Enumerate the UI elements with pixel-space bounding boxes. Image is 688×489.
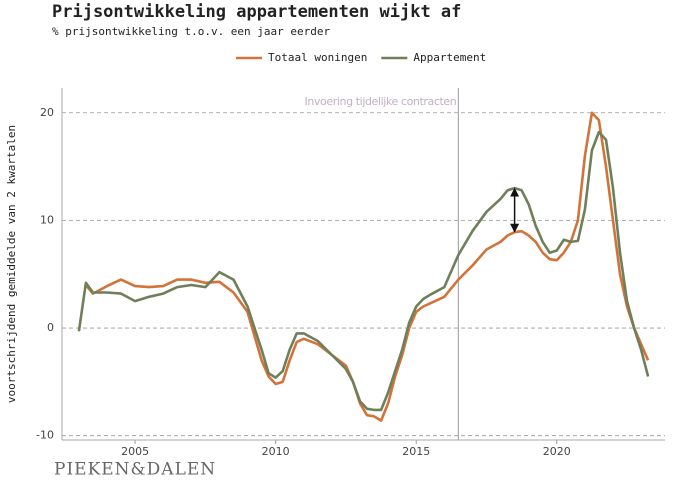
x-tick-label: 2005 [121,445,149,458]
x-tick-label: 2015 [402,445,430,458]
source-logo: PIEKEN&DALEN [54,460,216,480]
y-axis-label: voortschrijdend gemiddelde van 2 kwartal… [5,125,18,403]
chart-title: Prijsontwikkeling appartementen wijkt af [52,2,461,22]
legend-label: Appartement [413,51,486,64]
legend-label: Totaal woningen [268,51,367,64]
x-tick-label: 2020 [543,445,571,458]
series-line [84,111,650,422]
y-tick-label: 0 [47,321,54,334]
y-tick-label: 20 [40,106,54,119]
series-line [77,130,650,412]
chart-subtitle: % prijsontwikkeling t.o.v. een jaar eerd… [52,25,331,38]
y-tick-label: -10 [36,429,54,442]
y-tick-label: 10 [40,213,54,226]
annotation-text: Invoering tijdelijke contracten [305,95,457,108]
x-tick-label: 2010 [262,445,290,458]
